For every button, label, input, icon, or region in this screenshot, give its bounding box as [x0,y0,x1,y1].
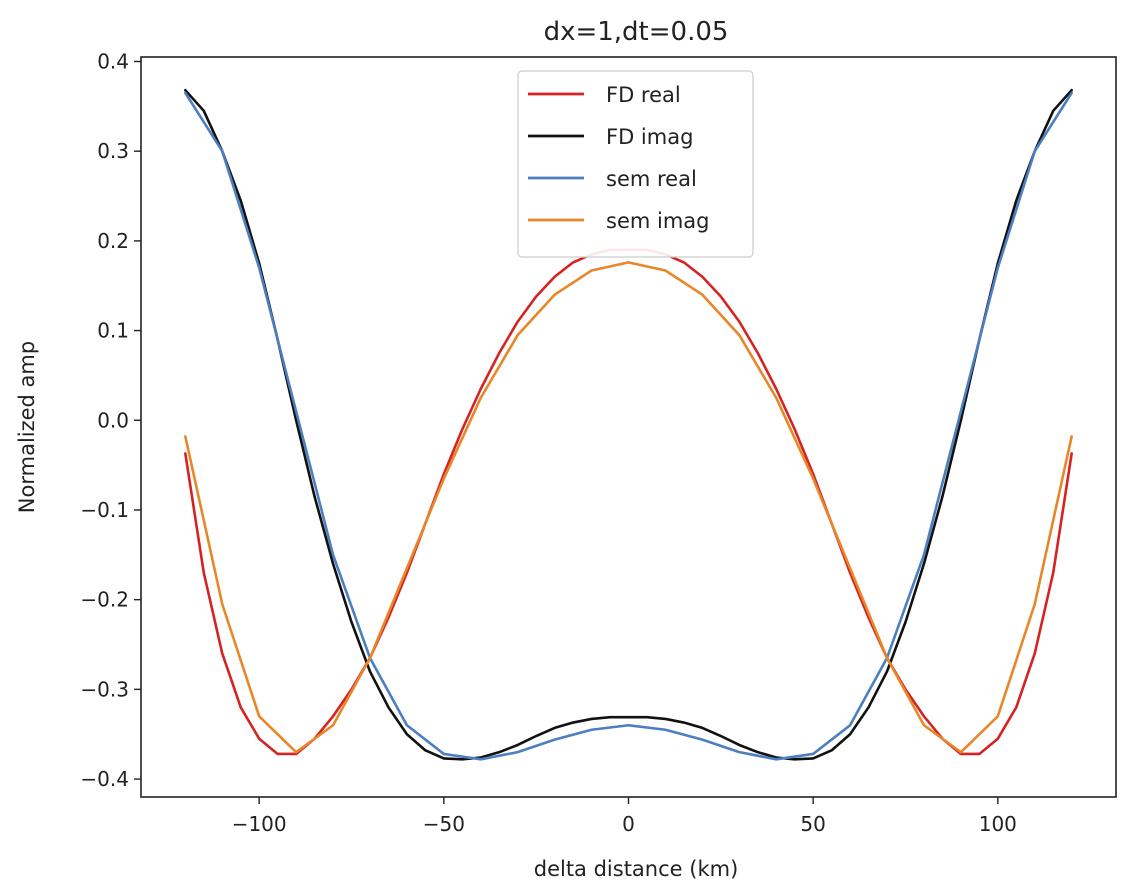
y-tick-label: −0.4 [80,767,129,791]
y-tick-label: 0.3 [97,139,129,163]
y-tick-label: −0.3 [80,677,129,701]
series-line-fd-imag [184,88,1073,761]
y-tick-label: 0.4 [97,49,129,73]
x-tick-label: −100 [232,812,287,836]
y-axis-label: Normalized amp [15,341,39,513]
x-tick-label: 50 [800,812,825,836]
x-axis: −100 −50 0 50 100 [232,797,1017,836]
legend-label: sem real [606,167,697,191]
legend: FD real FD imag sem real sem imag [517,70,754,258]
y-tick-label: −0.2 [80,588,129,612]
plot-series [184,88,1073,761]
x-tick-label: 100 [979,812,1017,836]
x-axis-label: delta distance (km) [534,857,739,881]
legend-label: FD imag [606,125,693,149]
legend-box [517,70,754,258]
x-tick-label: 0 [622,812,635,836]
chart-title: dx=1,dt=0.05 [544,17,729,47]
series-line-sem-real [184,91,1073,761]
legend-label: FD real [606,83,681,107]
y-tick-label: 0.0 [97,408,129,432]
y-tick-label: 0.1 [97,319,129,343]
legend-label: sem imag [606,209,709,233]
series-line-sem-imag [184,261,1073,754]
y-tick-label: 0.2 [97,229,129,253]
y-tick-label: −0.1 [80,498,129,522]
x-tick-label: −50 [423,812,465,836]
y-axis: −0.4 −0.3 −0.2 −0.1 0.0 0.1 0.2 0.3 0.4 [80,49,141,791]
